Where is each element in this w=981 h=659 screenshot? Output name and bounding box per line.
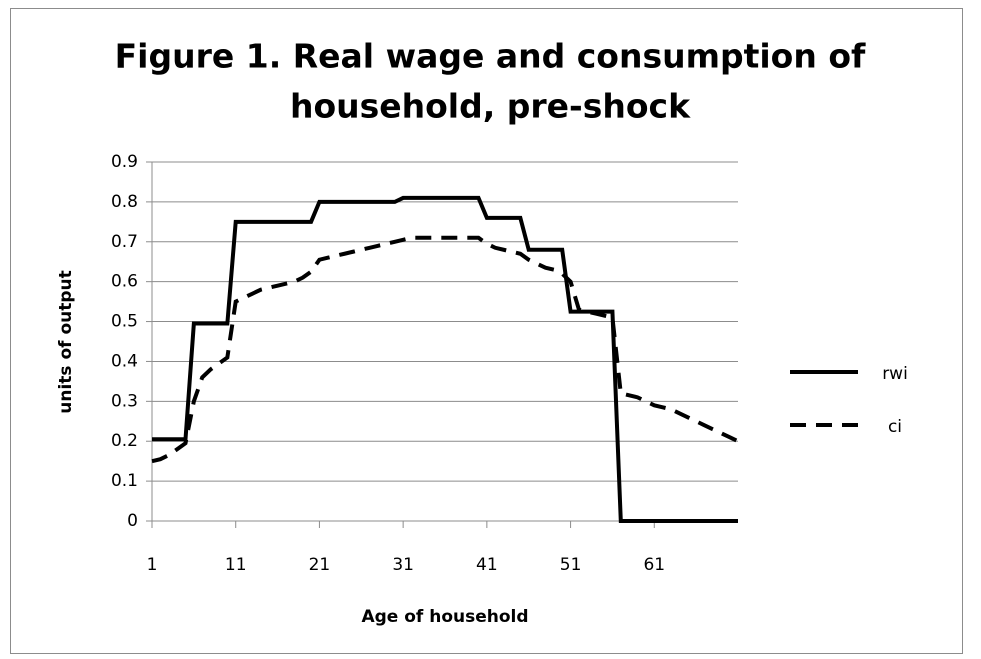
y-tick-label: 0.6: [111, 272, 138, 292]
line-series: [151, 235, 739, 464]
x-tick-label: 11: [225, 555, 247, 575]
x-tick-label: 51: [560, 555, 582, 575]
y-tick-label: 0.7: [111, 232, 138, 252]
x-tick-label: 21: [309, 555, 331, 575]
x-tick-label: 61: [643, 555, 665, 575]
x-tick-label: 31: [392, 555, 414, 575]
legend-label: ci: [888, 417, 902, 437]
y-axis-label: units of output: [56, 270, 76, 414]
y-tick-label: 0.9: [111, 152, 138, 172]
x-tick-label: 41: [476, 555, 498, 575]
y-tick-label: 0.2: [111, 431, 138, 451]
y-tick-label: 0: [127, 511, 138, 531]
legend-label: rwi: [882, 364, 908, 384]
y-tick-label: 0.1: [111, 471, 138, 491]
line-series: [152, 195, 738, 523]
y-tick-label: 0.4: [111, 351, 138, 371]
x-tick-label: 1: [147, 555, 158, 575]
y-tick-label: 0.3: [111, 391, 138, 411]
chart-border: [10, 8, 963, 654]
y-tick-label: 0.8: [111, 192, 138, 212]
y-tick-label: 0.5: [111, 312, 138, 332]
x-axis-label: Age of household: [361, 607, 528, 627]
chart-title: household, pre-shock: [290, 87, 691, 126]
chart-title: Figure 1. Real wage and consumption of: [115, 37, 866, 76]
